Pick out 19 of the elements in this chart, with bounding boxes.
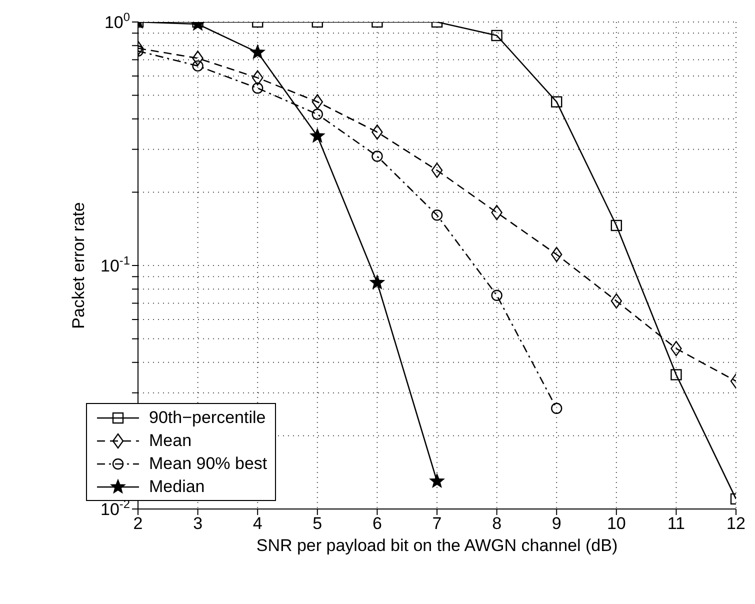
x-tick-label: 2 xyxy=(133,514,143,534)
legend-label: 90th−percentile xyxy=(149,408,266,428)
y-tick-label: 10$^{0}$ xyxy=(104,10,130,32)
x-tick-label: 6 xyxy=(372,514,382,534)
x-axis-title: SNR per payload bit on the AWGN channel (dB) xyxy=(256,536,618,555)
x-tick-label: 3 xyxy=(193,514,203,534)
x-tick-label: 7 xyxy=(432,514,442,534)
x-tick-label: 9 xyxy=(552,514,562,534)
x-tick-label: 12 xyxy=(726,514,746,534)
x-tick-label: 10 xyxy=(606,514,626,534)
y-axis-title: Packet error rate xyxy=(69,202,88,329)
x-tick-label: 8 xyxy=(492,514,502,534)
legend-label: Mean 90% best xyxy=(149,454,268,474)
x-tick-label: 11 xyxy=(667,514,686,534)
x-tick-label: 4 xyxy=(252,514,262,534)
legend-label: Mean xyxy=(149,430,192,450)
y-tick-label: 10$^{-1}$ xyxy=(100,254,130,276)
x-tick-label: 5 xyxy=(312,514,322,534)
legend-label: Median xyxy=(149,476,205,496)
